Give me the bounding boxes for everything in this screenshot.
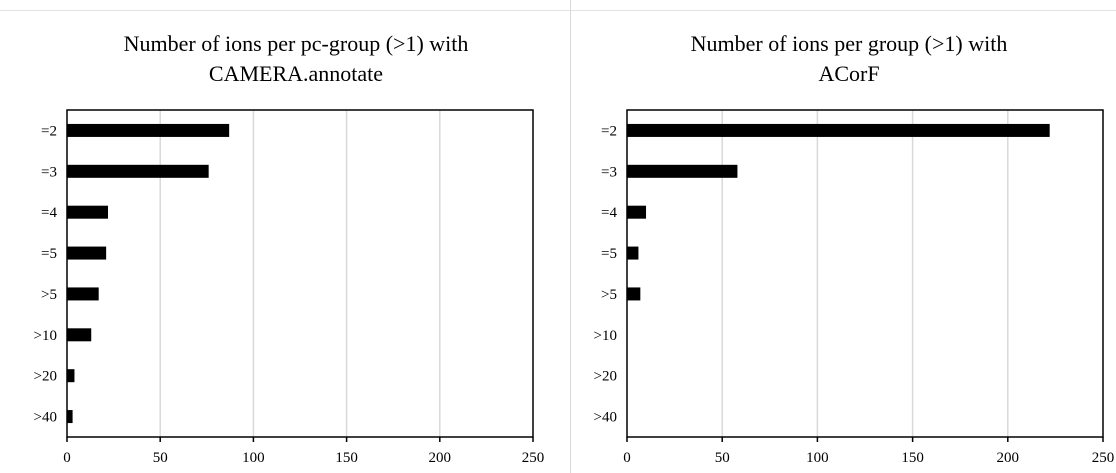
category-tick-label: =2 bbox=[601, 123, 617, 139]
x-tick-label: 150 bbox=[901, 450, 924, 466]
x-tick-label: 200 bbox=[429, 450, 452, 466]
category-tick-label: =5 bbox=[601, 246, 617, 262]
bar bbox=[67, 246, 107, 260]
bar bbox=[627, 164, 738, 178]
chart-panel-right: Number of ions per group (>1) with ACorF… bbox=[571, 0, 1116, 473]
x-tick-label: 50 bbox=[153, 450, 168, 466]
category-tick-label: >40 bbox=[594, 410, 617, 426]
category-tick-label: =4 bbox=[601, 205, 617, 221]
chart-title-line-2: CAMERA.annotate bbox=[209, 61, 383, 86]
category-tick-label: =4 bbox=[41, 205, 57, 221]
chart-title-line-1: Number of ions per group (>1) with bbox=[691, 31, 1008, 56]
category-tick-label: >20 bbox=[594, 369, 617, 385]
bar bbox=[627, 205, 647, 219]
bar bbox=[627, 123, 1050, 137]
bar bbox=[67, 123, 230, 137]
x-tick-label: 100 bbox=[806, 450, 829, 466]
category-tick-label: >20 bbox=[34, 369, 57, 385]
bar bbox=[627, 246, 639, 260]
bar bbox=[67, 287, 99, 301]
bar-chart-camera-annotate: Number of ions per pc-group (>1) with CA… bbox=[34, 31, 545, 466]
bar bbox=[67, 164, 209, 178]
x-tick-label: 100 bbox=[242, 450, 265, 466]
x-tick-label: 50 bbox=[715, 450, 730, 466]
chart-panel-left: Number of ions per pc-group (>1) with CA… bbox=[34, 31, 545, 466]
bar bbox=[67, 328, 92, 342]
plot-area-frame bbox=[626, 109, 1104, 438]
x-tick-label: 150 bbox=[335, 450, 358, 466]
category-tick-label: >10 bbox=[34, 328, 57, 344]
plot-area-frame bbox=[66, 109, 534, 438]
bar bbox=[67, 369, 75, 383]
bar bbox=[627, 287, 641, 301]
category-tick-label: =2 bbox=[41, 123, 57, 139]
chart-frame-top-line bbox=[0, 10, 1116, 11]
category-tick-label: >5 bbox=[41, 287, 57, 303]
panel-divider bbox=[570, 0, 571, 473]
x-tick-label: 0 bbox=[623, 450, 631, 466]
bar bbox=[67, 410, 73, 424]
chart-title-line-2: ACorF bbox=[818, 61, 879, 86]
bar bbox=[67, 205, 109, 219]
bar-chart-acorf: Number of ions per group (>1) with ACorF… bbox=[594, 31, 1115, 466]
category-tick-label: =3 bbox=[41, 164, 57, 180]
category-tick-label: >5 bbox=[601, 287, 617, 303]
x-tick-label: 250 bbox=[522, 450, 545, 466]
x-tick-label: 0 bbox=[63, 450, 71, 466]
x-tick-label: 200 bbox=[997, 450, 1020, 466]
chart-title-line-1: Number of ions per pc-group (>1) with bbox=[124, 31, 469, 56]
category-tick-label: >40 bbox=[34, 410, 57, 426]
category-tick-label: =5 bbox=[41, 246, 57, 262]
category-tick-label: >10 bbox=[594, 328, 617, 344]
x-tick-label: 250 bbox=[1092, 450, 1115, 466]
category-tick-label: =3 bbox=[601, 164, 617, 180]
